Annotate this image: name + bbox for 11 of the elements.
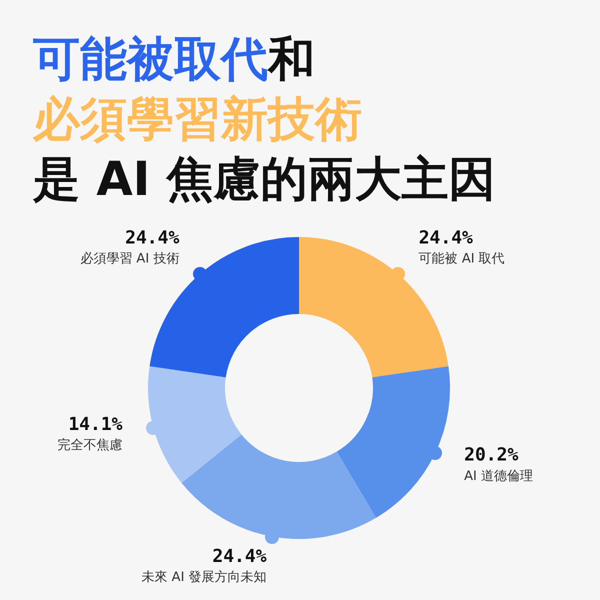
slice-label: 必須學習 AI 技術 — [80, 251, 180, 266]
slice-label: AI 道德倫理 — [464, 468, 533, 484]
data-label: 20.2% — [464, 444, 518, 466]
data-label: 24.4% — [418, 227, 474, 248]
slice-label: 完全不焦慮 — [58, 437, 123, 454]
data-label: 24.4% — [212, 546, 267, 567]
slice-label: 未來 AI 發展方向未知 — [142, 568, 267, 585]
slice-label: 可能被 AI 取代 — [418, 251, 505, 266]
chart-title: 可能被取代和必須學習新技術是 AI 焦慮的兩大主因 — [33, 32, 496, 207]
data-label: 14.1% — [68, 414, 123, 436]
data-label: 24.4% — [125, 227, 180, 248]
